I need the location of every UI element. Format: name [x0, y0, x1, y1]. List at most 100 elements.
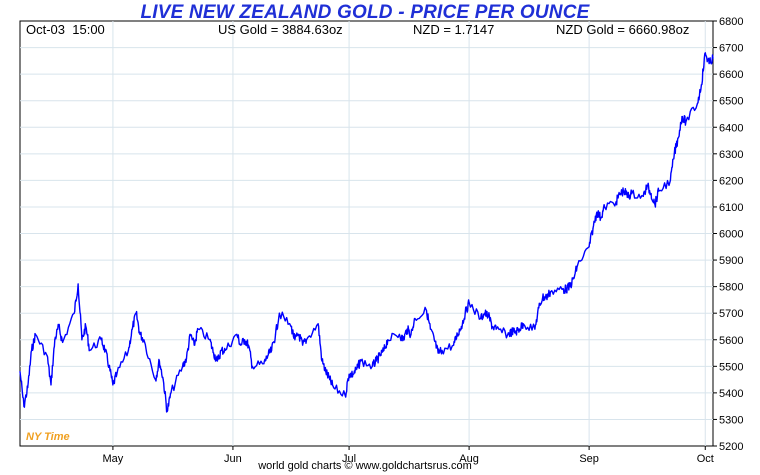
price-point: [236, 333, 238, 335]
price-point: [131, 328, 133, 330]
price-point: [278, 312, 280, 314]
price-point: [491, 325, 493, 328]
price-point: [700, 84, 703, 86]
price-point: [162, 379, 164, 381]
price-point: [538, 307, 540, 309]
price-point: [414, 317, 416, 320]
nzd-rate: NZD = 1.7147: [413, 22, 495, 37]
y-tick-label: 6800: [719, 16, 743, 28]
price-point: [453, 344, 455, 346]
price-point: [290, 325, 292, 328]
price-point: [375, 360, 377, 362]
price-point: [321, 360, 323, 362]
price-point: [387, 339, 389, 341]
y-tick-label: 6400: [719, 122, 743, 134]
price-point: [329, 379, 331, 381]
price-point: [437, 352, 439, 354]
y-tick-label: 5500: [719, 361, 743, 373]
price-point: [441, 349, 443, 351]
price-point: [305, 339, 308, 341]
price-point: [631, 193, 633, 195]
price-point: [360, 360, 362, 362]
price-point: [669, 179, 672, 181]
price-point: [565, 288, 567, 290]
timezone-label: NY Time: [26, 431, 70, 443]
price-point: [19, 371, 21, 373]
price-point: [104, 349, 106, 351]
price-point: [352, 373, 354, 375]
price-point: [112, 384, 114, 386]
price-point: [224, 349, 226, 351]
y-tick-label: 5200: [719, 441, 743, 453]
price-point: [696, 102, 699, 104]
price-point: [518, 328, 521, 330]
price-point: [62, 341, 64, 343]
price-point: [542, 296, 544, 298]
price-point: [704, 52, 706, 54]
price-point: [410, 333, 412, 335]
price-point: [600, 217, 602, 219]
price-point: [534, 328, 536, 330]
price-point: [271, 349, 273, 351]
nzd-gold-price: NZD Gold = 6660.98oz: [556, 22, 690, 37]
price-point: [398, 333, 400, 335]
price-point: [425, 309, 428, 312]
price-point: [302, 344, 304, 346]
x-tick-label: Jun: [224, 453, 242, 465]
price-point: [604, 206, 606, 208]
price-point: [646, 185, 648, 187]
price-point: [77, 283, 79, 285]
date-label: Oct-03: [26, 22, 66, 37]
price-point: [294, 339, 296, 341]
price-point: [356, 368, 358, 370]
price-point: [182, 365, 184, 367]
price-point: [213, 352, 215, 354]
price-point: [522, 323, 524, 325]
price-point: [89, 349, 91, 351]
price-point: [267, 355, 269, 357]
time-label: 15:00: [72, 22, 105, 37]
x-tick-label: Aug: [459, 453, 479, 465]
header-date: Oct-03 15:00: [26, 22, 105, 37]
price-point: [406, 328, 408, 330]
y-tick-label: 5900: [719, 255, 743, 267]
price-point: [220, 349, 222, 351]
x-tick-label: Jul: [342, 453, 356, 465]
price-point: [588, 246, 590, 248]
price-point: [73, 312, 75, 314]
price-point: [274, 333, 277, 335]
us-gold-price: US Gold = 3884.63oz: [218, 22, 343, 37]
price-point: [23, 405, 25, 407]
price-point: [54, 339, 56, 341]
price-point: [642, 195, 644, 197]
price-point: [627, 195, 629, 197]
price-point: [325, 371, 327, 373]
price-point: [379, 355, 381, 357]
price-point: [515, 331, 517, 333]
price-point: [464, 312, 466, 314]
price-point: [263, 363, 265, 365]
price-point: [46, 355, 48, 357]
price-point: [592, 227, 594, 229]
price-point: [81, 339, 83, 341]
price-point: [135, 312, 137, 314]
price-point: [433, 339, 435, 341]
price-point: [545, 296, 548, 298]
x-tick-label: Sep: [579, 453, 599, 465]
price-point: [623, 190, 625, 192]
price-point: [685, 121, 687, 123]
price-point: [170, 392, 172, 394]
price-point: [619, 193, 621, 195]
price-point: [371, 365, 373, 367]
price-point: [158, 360, 160, 362]
price-point: [549, 291, 552, 293]
y-tick-label: 5300: [719, 414, 743, 426]
price-point: [402, 339, 404, 341]
price-point: [511, 331, 513, 333]
price-point: [100, 339, 102, 341]
price-point: [484, 312, 486, 314]
price-point: [507, 333, 509, 335]
price-point: [658, 190, 660, 192]
price-point: [468, 302, 470, 304]
